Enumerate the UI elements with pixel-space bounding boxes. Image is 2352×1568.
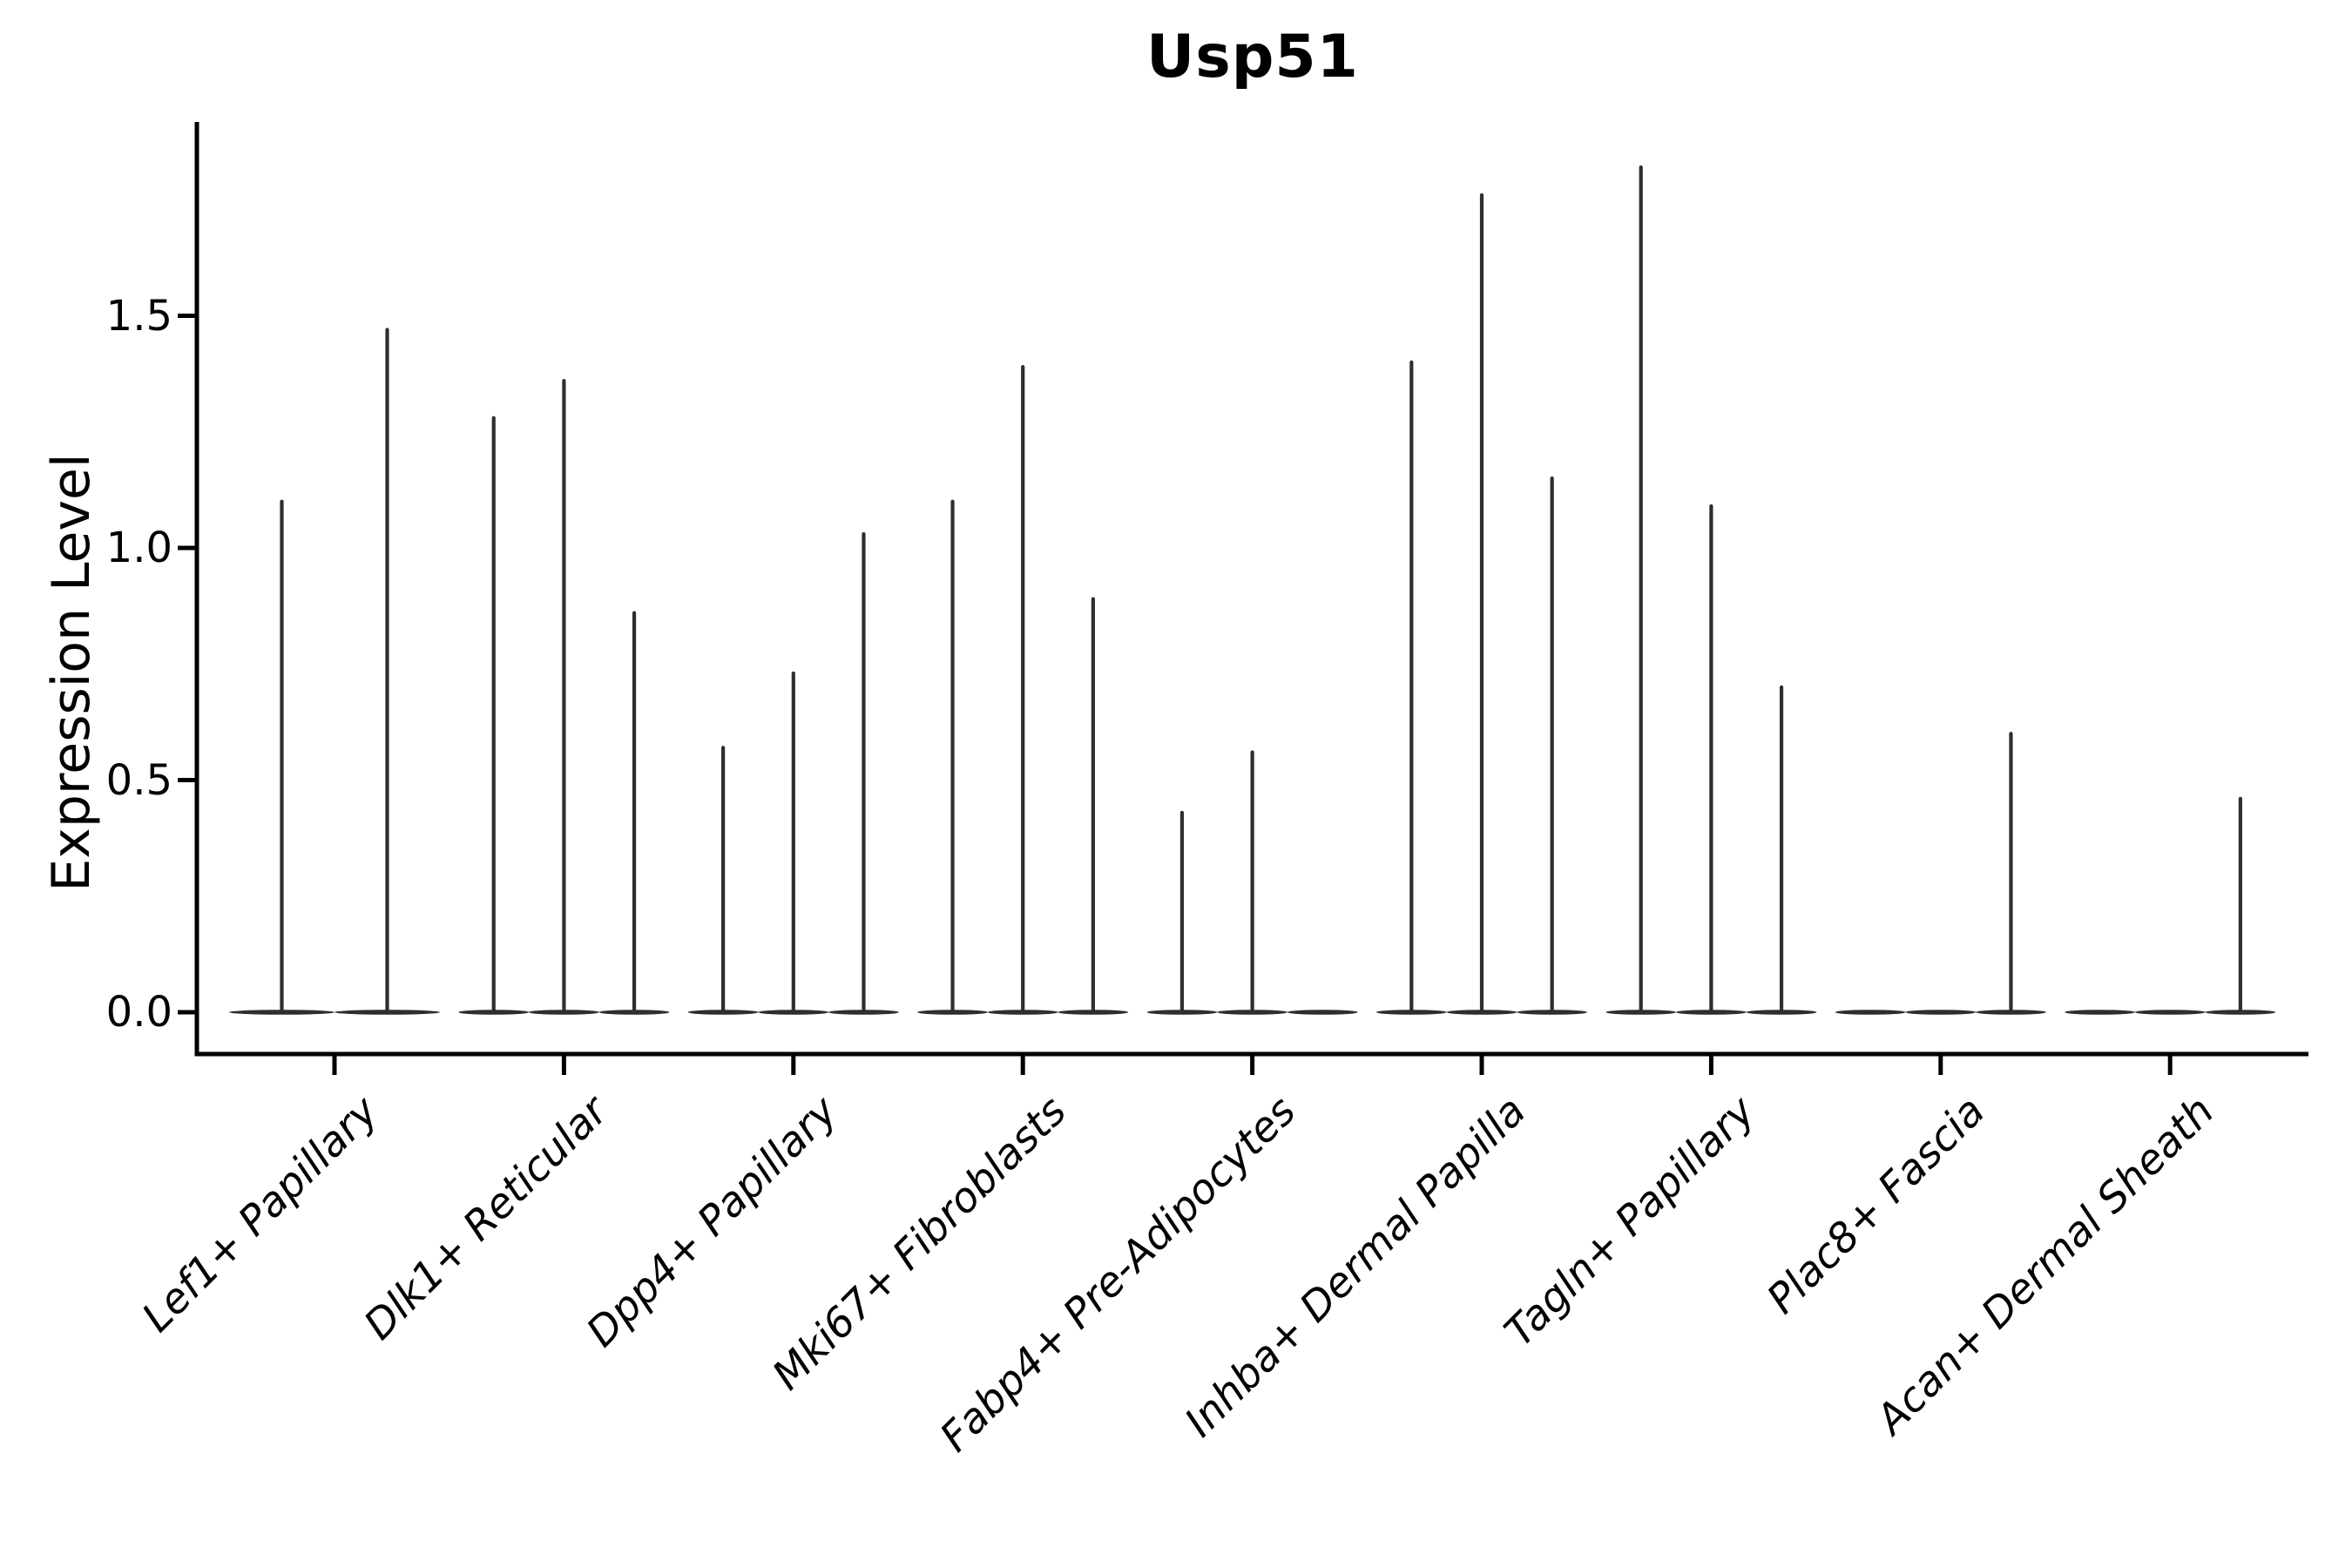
violin-base [2065,1010,2135,1015]
violin-base [1835,1010,1906,1015]
y-tick-label: 0.0 [105,988,172,1037]
y-tick-label: 0.5 [105,755,172,805]
plot-title: Usp51 [1146,23,1359,91]
violin-base [2134,1010,2206,1015]
y-tick-label: 1.5 [105,291,172,341]
violin-base [1905,1010,1977,1015]
y-tick-label: 1.0 [105,524,172,572]
violin-base [1287,1010,1358,1015]
